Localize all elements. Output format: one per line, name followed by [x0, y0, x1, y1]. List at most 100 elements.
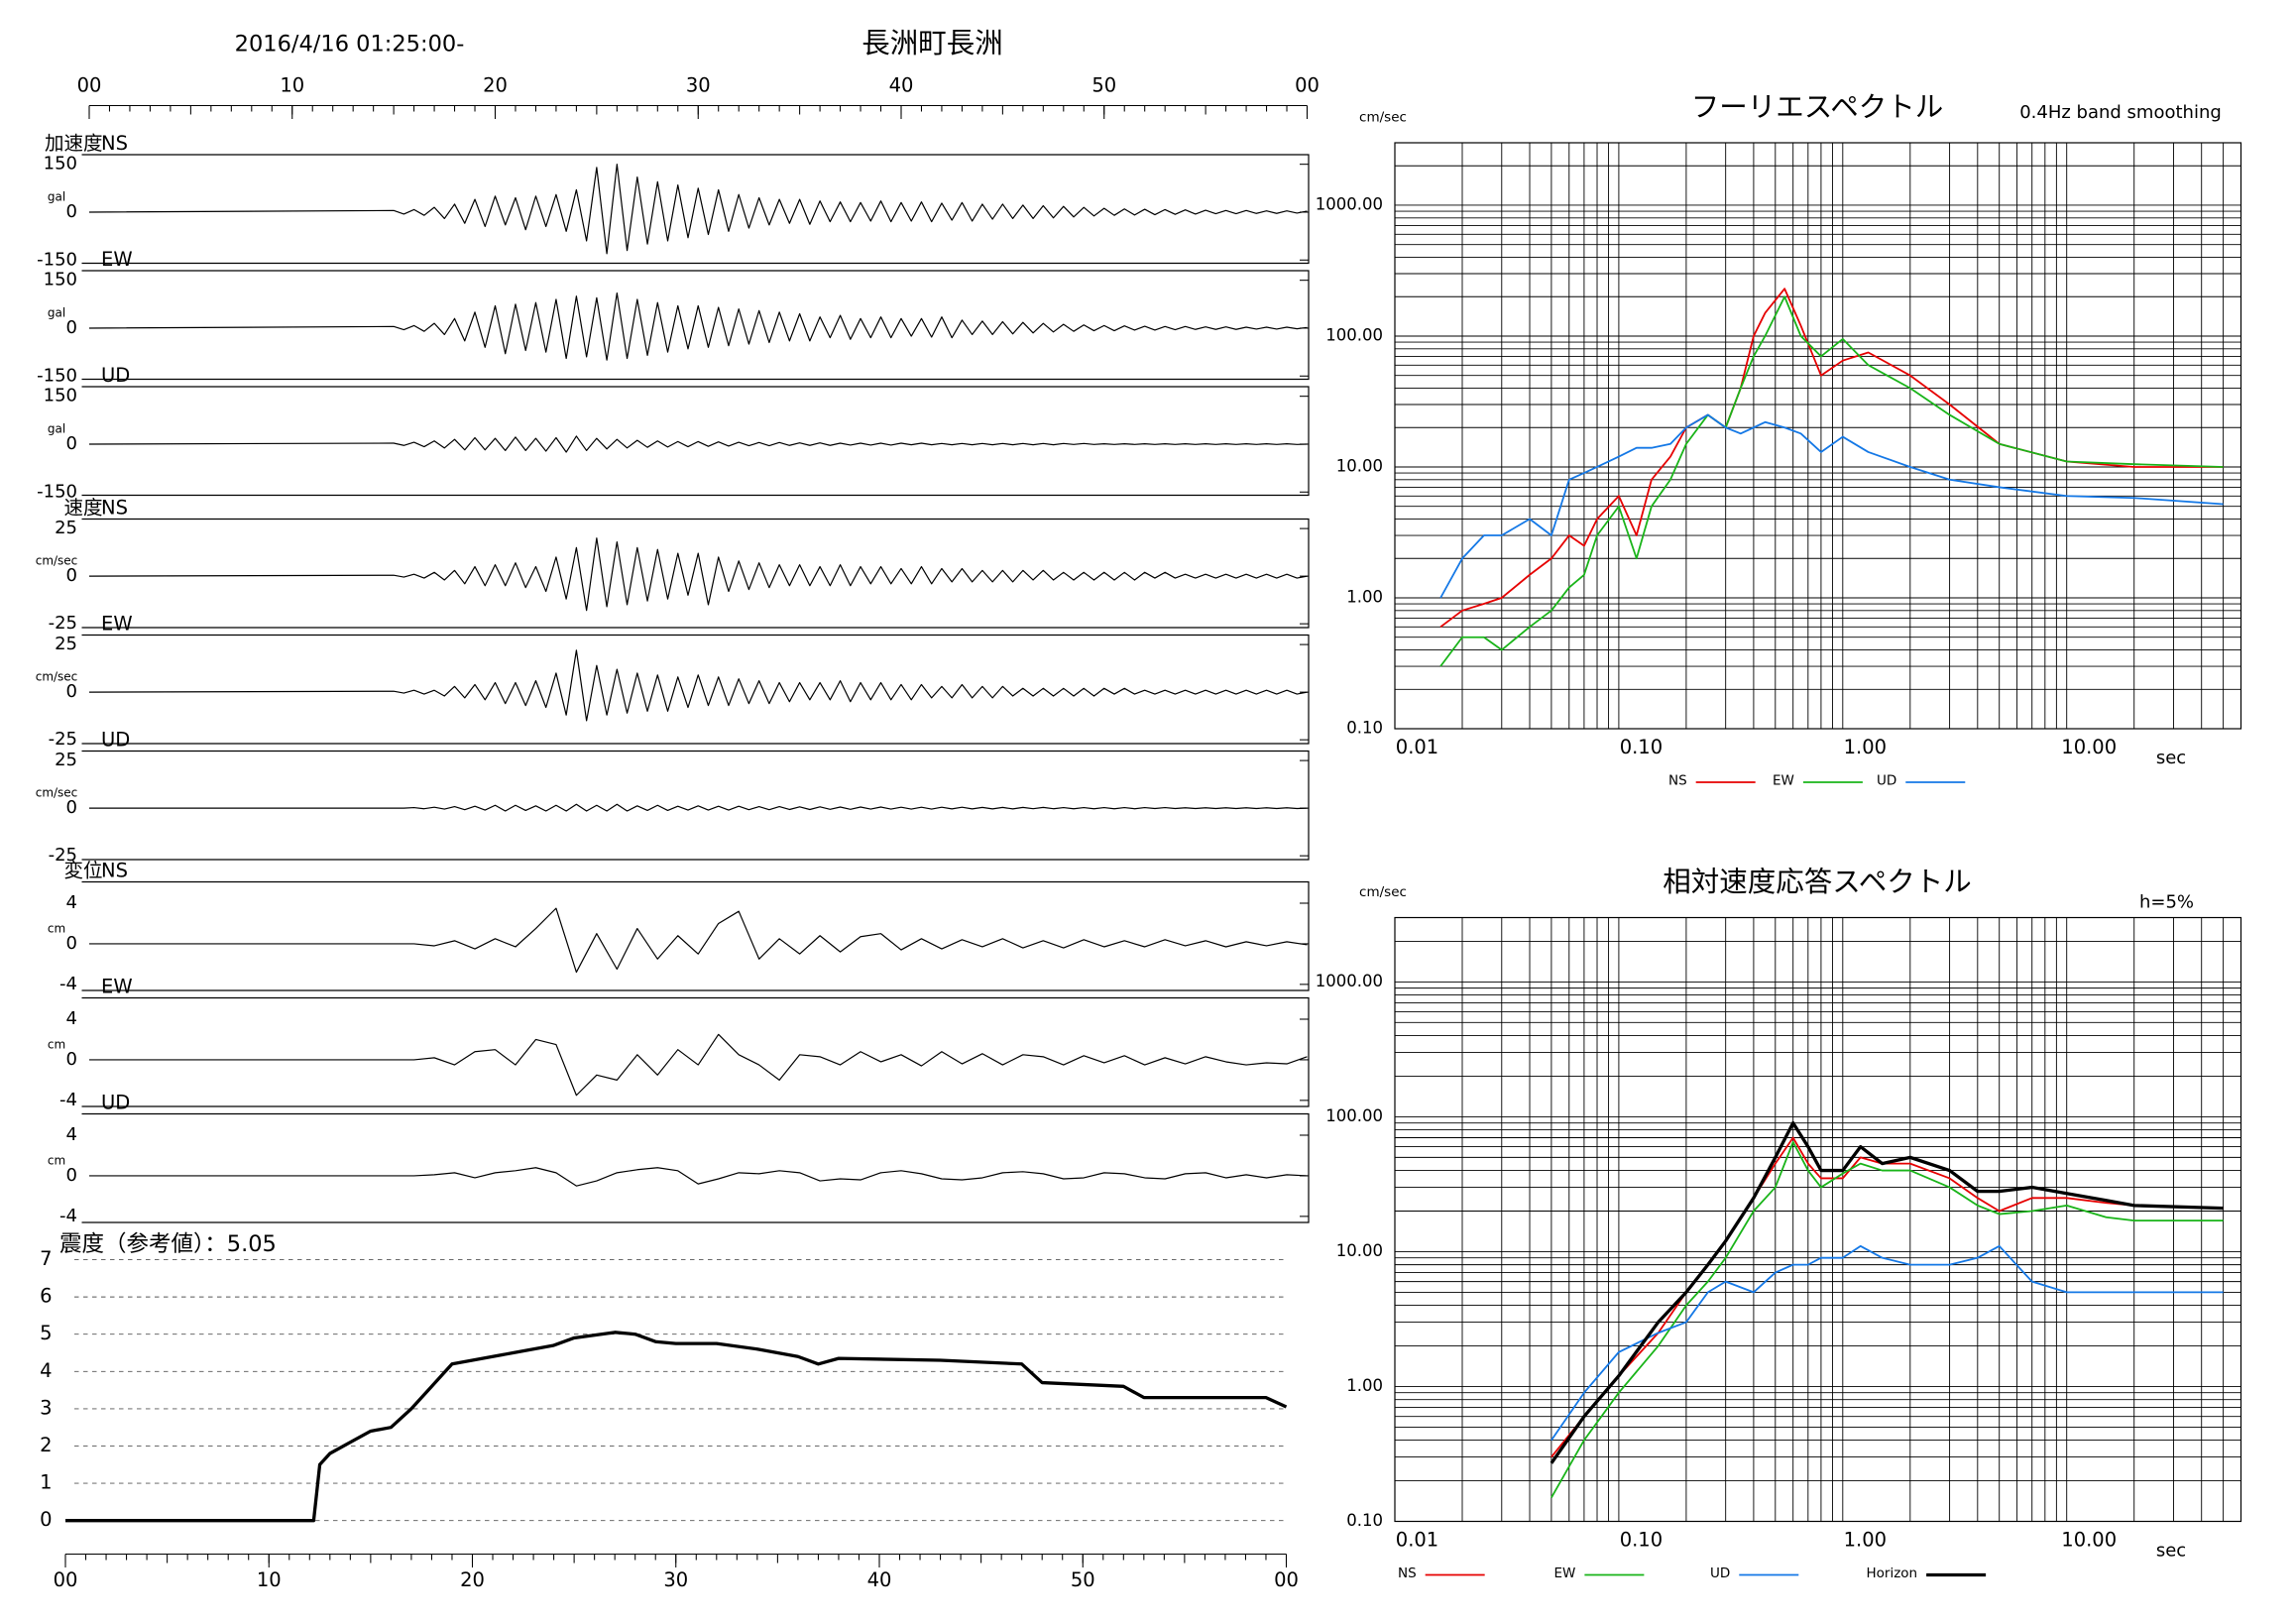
y-tick-label: 3	[40, 1396, 52, 1419]
annotation: h=5%	[2139, 892, 2194, 913]
y-tick-label: 0	[66, 797, 77, 818]
y-tick-label: 1.00	[1346, 1376, 1383, 1395]
x-tick-label: 40	[889, 74, 914, 97]
panel-frame	[81, 386, 1310, 497]
x-tick-label: 40	[867, 1568, 892, 1591]
x-tick-label: 0.01	[1396, 736, 1438, 758]
y-tick-label: -150	[37, 365, 77, 386]
y-tick-label: 100.00	[1325, 325, 1383, 344]
y-tick-label: 10.00	[1336, 1241, 1383, 1260]
intensity-line	[65, 1331, 1288, 1523]
y-tick-label: 1000.00	[1316, 194, 1383, 213]
waveform	[88, 649, 1308, 722]
x-tick-label: 30	[686, 74, 711, 97]
legend-label: UD	[1877, 773, 1896, 789]
waveform	[88, 291, 1308, 361]
y-tick-label: 1	[40, 1471, 52, 1494]
legend-label: Horizon	[1867, 1565, 1918, 1581]
y-tick-label: 4	[40, 1359, 52, 1382]
x-axis-label: sec	[2156, 1541, 2186, 1562]
y-tick-label: 1000.00	[1316, 972, 1383, 990]
y-tick-label: -4	[59, 1090, 77, 1110]
y-tick-label: 4	[66, 892, 77, 913]
component-label: UD	[101, 729, 130, 752]
waveform	[88, 435, 1308, 453]
x-tick-label: 20	[460, 1568, 485, 1591]
plot-frame	[1394, 916, 2242, 1523]
y-axis-label: cm/sec	[1359, 110, 1407, 126]
chart-title: 震度（参考値）：5.05	[59, 1231, 277, 1257]
unit-label: gal	[48, 421, 65, 435]
x-tick-label: 20	[483, 74, 508, 97]
y-tick-label: -150	[37, 481, 77, 502]
y-axis-label: cm/sec	[1359, 884, 1407, 900]
unit-label: cm	[48, 1037, 65, 1051]
component-label: NS	[101, 132, 128, 155]
y-tick-label: 4	[66, 1008, 77, 1029]
x-tick-label: 10	[257, 1568, 282, 1591]
y-tick-label: 0	[66, 433, 77, 454]
component-label: NS	[101, 860, 128, 882]
unit-label: cm	[48, 921, 65, 935]
y-tick-label: 7	[40, 1247, 52, 1270]
spectrum-line	[1439, 413, 2224, 599]
quantity-label: 変位	[63, 860, 102, 882]
legend-label: NS	[1398, 1565, 1417, 1581]
y-tick-label: 25	[55, 750, 77, 770]
y-tick-label: 1.00	[1346, 587, 1383, 606]
waveform	[89, 1033, 1308, 1097]
x-tick-label: 00	[1274, 1568, 1299, 1591]
panel-frame	[81, 996, 1310, 1107]
legend-label: EW	[1773, 773, 1794, 789]
y-tick-label: 25	[55, 518, 77, 538]
waveform	[89, 803, 1308, 812]
panel-frame	[81, 518, 1310, 629]
x-tick-label: 1.00	[1844, 1529, 1887, 1552]
x-tick-label: 1.00	[1844, 736, 1887, 758]
quantity-label: 加速度	[45, 132, 103, 155]
quantity-label: 速度	[63, 497, 102, 520]
y-tick-label: 0	[66, 317, 77, 338]
x-tick-label: 00	[54, 1568, 78, 1591]
y-tick-label: -150	[37, 249, 77, 270]
panel-frame	[81, 880, 1310, 991]
y-tick-label: 0	[66, 933, 77, 954]
y-tick-label: 100.00	[1325, 1106, 1383, 1125]
chart-subtitle: 0.4Hz band smoothing	[2019, 102, 2222, 123]
y-tick-label: 6	[40, 1285, 52, 1308]
spectrum-line	[1550, 1140, 2224, 1498]
x-tick-label: 50	[1091, 74, 1116, 97]
panel-frame	[81, 1112, 1310, 1223]
y-tick-label: 0.10	[1346, 719, 1383, 738]
y-tick-label: 0.10	[1346, 1511, 1383, 1530]
y-tick-label: 0	[66, 1165, 77, 1186]
component-label: EW	[101, 976, 133, 998]
chart-title: 長洲町長洲	[861, 27, 1003, 59]
unit-label: cm	[48, 1153, 65, 1167]
x-tick-label: 10.00	[2061, 736, 2117, 758]
plot-frame	[1394, 142, 2242, 730]
x-tick-label: 50	[1071, 1568, 1095, 1591]
y-tick-label: -25	[49, 845, 77, 866]
waveform	[88, 164, 1308, 255]
y-tick-label: 0	[66, 201, 77, 222]
waveform	[88, 537, 1308, 612]
y-tick-label: -4	[59, 1206, 77, 1226]
chart-title: フーリエスペクトル	[1691, 91, 1944, 124]
component-label: EW	[101, 613, 133, 636]
y-tick-label: -4	[59, 974, 77, 994]
x-tick-label: 00	[77, 74, 102, 97]
x-tick-label: 0.10	[1620, 1529, 1663, 1552]
y-tick-label: 150	[44, 386, 77, 406]
x-tick-label: 0.01	[1396, 1529, 1438, 1552]
x-tick-label: 10	[280, 74, 304, 97]
y-tick-label: 0	[40, 1508, 52, 1531]
x-axis-label: sec	[2156, 748, 2186, 768]
y-tick-label: -25	[49, 729, 77, 750]
y-tick-label: 150	[44, 270, 77, 290]
spectrum-line	[1550, 1244, 2224, 1442]
chart-subtitle: 2016/4/16 01:25:00-	[235, 32, 465, 58]
unit-label: cm/sec	[36, 554, 78, 568]
